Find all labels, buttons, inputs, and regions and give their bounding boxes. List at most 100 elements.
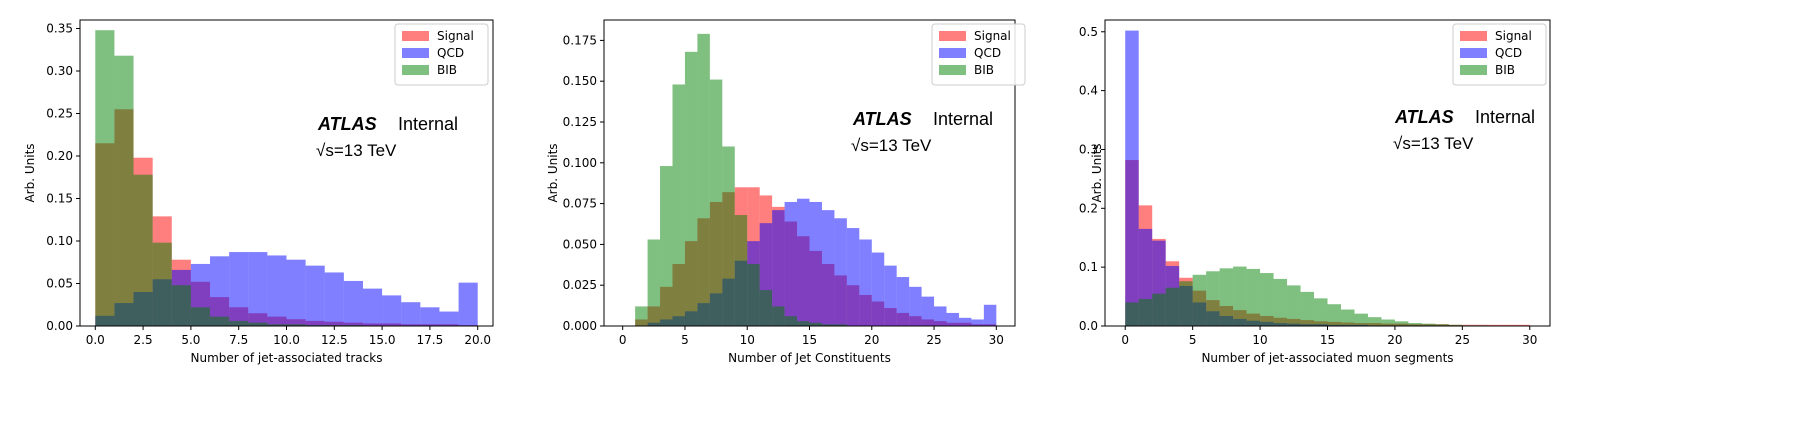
- bar-bib-14: [809, 322, 822, 326]
- bar-bib-15: [821, 324, 835, 326]
- bar-bib-23: [1435, 324, 1449, 326]
- bar-bib-11: [1273, 278, 1288, 326]
- y-tick-label: 0.075: [563, 197, 597, 211]
- bar-bib-10: [1260, 273, 1274, 326]
- bar-bib-18: [1367, 317, 1382, 326]
- bar-bib-4: [684, 51, 698, 326]
- y-tick-label: 0.3: [1079, 142, 1098, 156]
- y-tick-label: 0.0: [1079, 319, 1098, 333]
- bar-qcd-7: [229, 252, 249, 326]
- bar-bib-15: [1327, 304, 1341, 326]
- legend-label-bib: BIB: [1495, 63, 1515, 77]
- legend-swatch-qcd: [402, 48, 429, 58]
- x-tick-label: 2.5: [134, 333, 153, 347]
- y-tick-label: 0.10: [46, 234, 73, 248]
- y-tick-label: 0.20: [46, 149, 73, 163]
- bar-qcd-13: [343, 280, 363, 326]
- bar-qcd-19: [458, 282, 478, 326]
- bar-qcd-18: [439, 311, 459, 326]
- bar-bib-7: [1219, 268, 1234, 326]
- series-bib: [1125, 266, 1490, 326]
- bar-bib-0: [635, 306, 648, 326]
- bar-qcd-27: [971, 319, 984, 326]
- atlas-status: Internal: [398, 114, 458, 134]
- bar-bib-20: [1394, 321, 1409, 326]
- y-tick-label: 0.00: [46, 319, 73, 333]
- bar-bib-9: [1246, 268, 1261, 326]
- bar-qcd-14: [809, 201, 822, 326]
- y-tick-label: 0.4: [1079, 84, 1098, 98]
- bar-bib-5: [697, 33, 710, 326]
- x-tick-label: 15.0: [369, 333, 396, 347]
- bar-bib-10: [286, 324, 306, 326]
- bar-qcd-12: [784, 201, 798, 326]
- bar-qcd-16: [401, 302, 421, 326]
- x-tick-label: 30: [1522, 333, 1537, 347]
- bar-qcd-26: [958, 317, 972, 326]
- x-axis-label: Number of Jet Constituents: [728, 351, 891, 365]
- atlas-status: Internal: [933, 109, 993, 129]
- bar-bib-6: [1206, 271, 1220, 326]
- bar-bib-3: [672, 84, 685, 327]
- x-tick-label: 0.0: [86, 333, 105, 347]
- energy-label: √s=13 TeV: [1393, 134, 1474, 153]
- bar-qcd-19: [871, 252, 885, 326]
- bar-qcd-20: [884, 265, 897, 326]
- bar-qcd-15: [821, 210, 835, 326]
- bar-signal-29: [1516, 324, 1530, 326]
- legend-label-qcd: QCD: [974, 46, 1001, 60]
- bar-bib-1: [1138, 298, 1153, 326]
- bar-bib-22: [1421, 323, 1436, 326]
- x-tick-label: 17.5: [417, 333, 444, 347]
- legend-label-qcd: QCD: [1495, 46, 1522, 60]
- bar-bib-4: [1179, 281, 1193, 326]
- bar-bib-7: [722, 146, 735, 326]
- bar-bib-10: [759, 290, 773, 326]
- atlas-label: ATLAS: [1394, 107, 1454, 127]
- legend-swatch-signal: [1460, 31, 1487, 41]
- bar-bib-2: [133, 174, 153, 326]
- x-tick-label: 30: [989, 333, 1004, 347]
- energy-label: √s=13 TeV: [851, 136, 932, 155]
- bar-bib-1: [114, 55, 134, 326]
- bar-qcd-16: [834, 218, 847, 326]
- bar-qcd-23: [921, 296, 935, 326]
- x-tick-label: 25: [926, 333, 941, 347]
- x-tick-label: 0: [619, 333, 627, 347]
- x-tick-label: 15: [1320, 333, 1335, 347]
- y-tick-label: 0.175: [563, 33, 597, 47]
- y-tick-label: 0.25: [46, 107, 73, 121]
- legend: Signal QCD BIB: [931, 23, 1026, 86]
- y-tick-label: 0.5: [1079, 25, 1098, 39]
- bar-qcd-0: [1125, 30, 1139, 326]
- x-tick-label: 7.5: [229, 333, 248, 347]
- bar-bib-12: [1287, 285, 1301, 326]
- bar-bib-11: [772, 306, 785, 326]
- bar-signal-27: [1489, 324, 1503, 326]
- legend-label-signal: Signal: [974, 29, 1011, 43]
- bar-qcd-12: [324, 272, 344, 326]
- bar-bib-13: [1300, 291, 1315, 326]
- bar-qcd-8: [248, 252, 268, 326]
- bar-qcd-21: [896, 277, 910, 326]
- x-tick-label: 25: [1455, 333, 1470, 347]
- atlas-label: ATLAS: [317, 114, 377, 134]
- legend: Signal QCD BIB: [394, 23, 489, 86]
- bar-bib-7: [229, 320, 249, 326]
- legend-label-qcd: QCD: [437, 46, 464, 60]
- bar-bib-24: [1448, 324, 1463, 326]
- legend: Signal QCD BIB: [1452, 23, 1547, 86]
- bar-bib-17: [1354, 313, 1368, 326]
- x-tick-label: 20: [1387, 333, 1402, 347]
- legend-swatch-qcd: [939, 48, 966, 58]
- atlas-status: Internal: [1475, 107, 1535, 127]
- bar-qcd-17: [846, 228, 860, 326]
- bar-bib-13: [797, 321, 810, 326]
- bar-qcd-13: [797, 198, 810, 326]
- y-axis-label: Arb. Units: [23, 143, 37, 202]
- bar-bib-0: [1125, 302, 1139, 326]
- series-bib: [95, 30, 363, 326]
- y-tick-label: 0.150: [563, 74, 597, 88]
- chart-panel-1: 0.00 0.05 0.10 0.15 0.20 0.25 0.30 0.35 0.0 2.5 5.…: [23, 19, 494, 365]
